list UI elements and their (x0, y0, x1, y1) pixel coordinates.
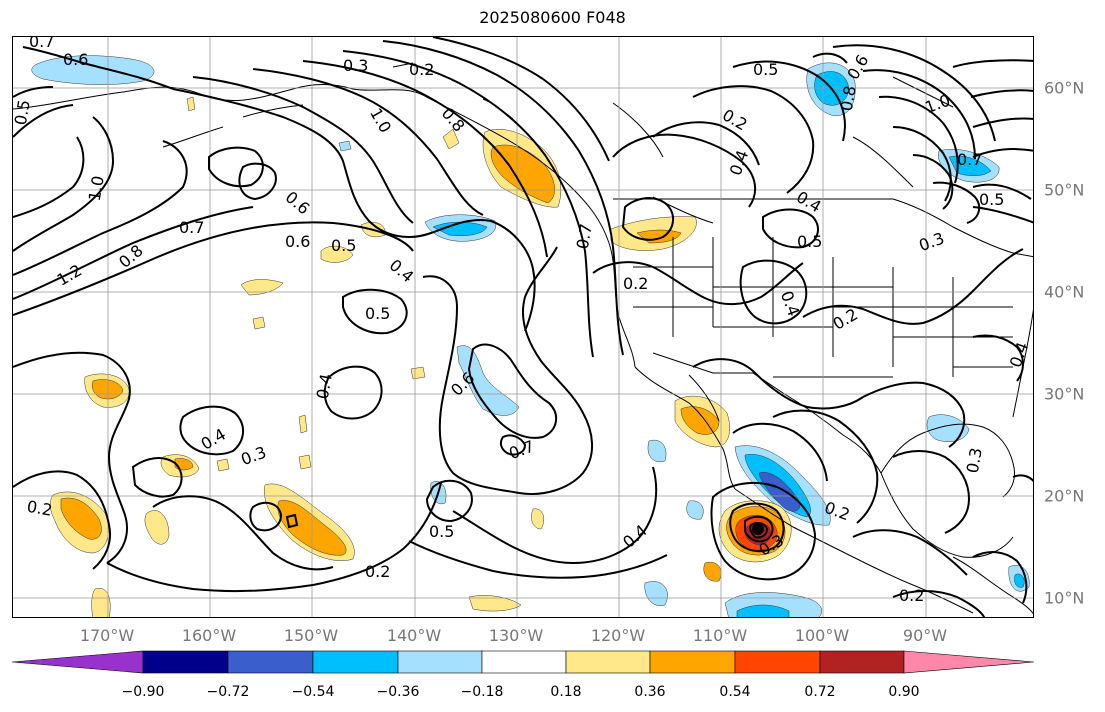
contour-label: 0.3 (963, 446, 986, 474)
lon-label: 90°W (902, 626, 948, 645)
contour-label: 0.2 (25, 497, 53, 520)
contour-label: 0.4 (619, 521, 651, 552)
contour-label: 0.6 (282, 187, 314, 218)
lon-label: 140°W (386, 626, 442, 645)
contour-label: 1.2 (54, 260, 86, 289)
lat-label: 40°N (1044, 282, 1085, 302)
colorbar-tick: 0.36 (634, 684, 666, 700)
colorbar-tick: −0.18 (460, 684, 504, 700)
colorbar-tick: −0.72 (206, 684, 250, 700)
contour-label: 0.3 (343, 56, 368, 75)
map-canvas: 0.7 0.6 0.5 0.3 0.2 1.0 0.8 0.7 0.6 0.5 … (13, 37, 1033, 617)
graticule (13, 37, 1033, 617)
contour-label: 1.0 (366, 105, 395, 137)
contour-label: 0.4 (313, 372, 336, 400)
colorbar-segment (312, 650, 399, 674)
contour-label: 0.2 (830, 304, 862, 333)
contour-label: 0.7 (957, 150, 982, 169)
lon-label: 130°W (488, 626, 544, 645)
lon-label: 110°W (692, 626, 748, 645)
lat-label: 50°N (1044, 180, 1085, 200)
lat-label: 20°N (1044, 486, 1085, 506)
contour-label: 1.0 (922, 91, 952, 118)
contour-label: 0.2 (899, 586, 924, 605)
colorbar (11, 650, 1035, 674)
contour-label: 0.3 (238, 443, 268, 470)
contour-label: 0.4 (1006, 340, 1033, 370)
contour-label: 0.5 (365, 304, 390, 323)
colorbar-tick: 0.90 (888, 684, 920, 700)
contour-label: 0.2 (365, 562, 390, 581)
contour-label: 0.4 (793, 187, 825, 216)
colorbar-tick: −0.90 (121, 684, 165, 700)
contour-label: 0.2 (623, 274, 648, 293)
lon-label: 120°W (590, 626, 646, 645)
contour-label: 0.6 (285, 232, 310, 251)
contour-label: 0.7 (573, 222, 596, 250)
colorbar-segment (397, 650, 483, 674)
contour-label: 0.7 (179, 218, 204, 237)
contour-label: 0.5 (753, 60, 778, 79)
lat-label: 10°N (1044, 588, 1085, 608)
contour-label: 0.5 (13, 98, 34, 126)
contour-lines (13, 37, 1033, 617)
contour-label: 0.4 (386, 255, 418, 286)
colorbar-segment (903, 650, 1035, 674)
contour-label: 0.3 (916, 229, 946, 256)
lon-label: 100°W (794, 626, 850, 645)
contour-label: 0.5 (797, 232, 822, 251)
lon-label: 170°W (79, 626, 135, 645)
colorbar-segment (142, 650, 229, 674)
contour-label: 0.5 (331, 236, 356, 255)
colorbar-segment (819, 650, 905, 674)
map-title: 2025080600 F048 (479, 8, 626, 27)
lon-label: 160°W (181, 626, 237, 645)
colorbar-segment (649, 650, 736, 674)
colorbar-segment (734, 650, 821, 674)
colorbar-tick: −0.54 (291, 684, 335, 700)
contour-label: 0.8 (115, 241, 147, 272)
contour-label: 0.4 (777, 288, 804, 318)
colorbar-segment (565, 650, 651, 674)
lat-label: 30°N (1044, 384, 1085, 404)
colorbar-tick: 0.54 (719, 684, 751, 700)
map-panel: 0.7 0.6 0.5 0.3 0.2 1.0 0.8 0.7 0.6 0.5 … (12, 36, 1034, 618)
colorbar-segment (11, 650, 144, 674)
shaded-field (31, 55, 1030, 617)
contour-label: 0.6 (63, 50, 88, 69)
lon-label: 150°W (283, 626, 339, 645)
contour-label: 0.2 (409, 60, 434, 79)
colorbar-segment (227, 650, 314, 674)
colorbar-tick: −0.36 (376, 684, 420, 700)
storm-center-marker (752, 523, 764, 535)
colorbar-segment (481, 650, 567, 674)
colorbar-tick: 0.72 (804, 684, 836, 700)
contour-label: 0.8 (837, 84, 860, 112)
colorbar-tick: 0.18 (550, 684, 582, 700)
contour-label: 0.4 (726, 148, 753, 178)
lat-label: 60°N (1044, 78, 1085, 98)
contour-label: 0.8 (438, 104, 469, 136)
contour-label: 1.0 (85, 174, 108, 202)
contour-label: 0.7 (506, 437, 536, 464)
contour-label: 0.7 (29, 37, 54, 51)
contour-label: 0.4 (198, 424, 230, 453)
contour-label: 0.2 (719, 105, 751, 134)
contour-label: 0.5 (979, 190, 1004, 209)
contour-label: 0.5 (429, 522, 454, 541)
